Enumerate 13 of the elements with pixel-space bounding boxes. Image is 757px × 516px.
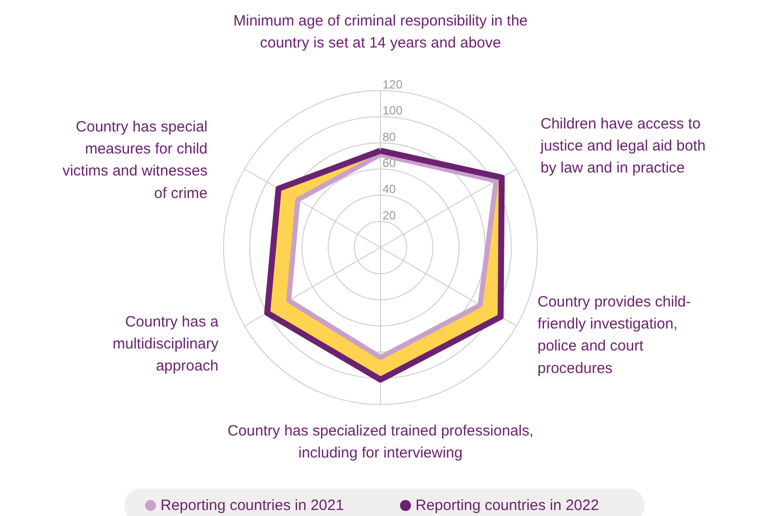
- y-tick-label: 100: [382, 104, 403, 118]
- y-tick-label: 120: [382, 78, 403, 92]
- spoke-label: Country has a multidisciplinary approach: [112, 314, 220, 375]
- spoke-label: Country has special measures for child victims and witnesses of crime: [62, 118, 208, 202]
- spoke-label: Country has specialized trained professionals, including for interviewing: [228, 422, 534, 462]
- y-tick-label: 40: [382, 182, 396, 196]
- y-tick-label: 20: [382, 208, 396, 222]
- legend-label: Reporting countries in 2022: [416, 497, 599, 514]
- spoke-label: Minimum age of criminal responsibility in the country is set at 14 years and above: [233, 12, 528, 52]
- spoke-label: Children have access to justice and legal aid both by law and in practice: [540, 116, 706, 177]
- spoke-label: Country provides child-friendly investigation, police and court procedures: [538, 294, 691, 377]
- legend-label: Reporting countries in 2021: [160, 497, 344, 514]
- y-tick-label: 80: [382, 130, 396, 144]
